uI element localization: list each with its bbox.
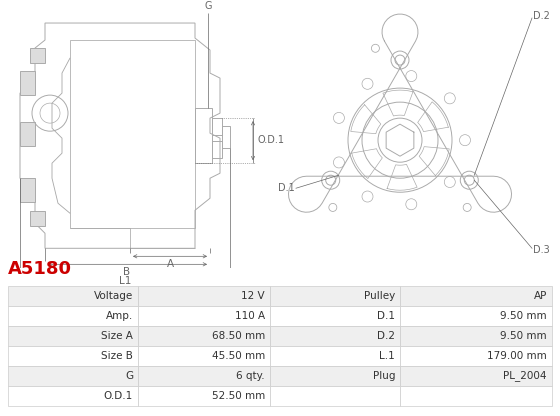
Text: D.1: D.1 (377, 311, 395, 321)
Bar (270, 366, 400, 386)
Bar (270, 386, 400, 406)
Bar (8, 366, 138, 386)
Text: Plug: Plug (372, 371, 395, 381)
Text: Voltage: Voltage (94, 291, 133, 301)
Bar (138, 326, 270, 346)
Bar (138, 386, 270, 406)
Text: 12 V: 12 V (241, 291, 265, 301)
Text: 9.50 mm: 9.50 mm (501, 331, 547, 341)
Text: L1: L1 (119, 276, 131, 286)
Bar (8, 286, 138, 306)
Bar (270, 286, 400, 306)
Bar (400, 286, 552, 306)
Text: 52.50 mm: 52.50 mm (212, 391, 265, 401)
Text: G: G (125, 371, 133, 381)
Text: PL_2004: PL_2004 (503, 371, 547, 381)
Bar (400, 386, 552, 406)
Text: D.2: D.2 (377, 331, 395, 341)
Text: D.2: D.2 (533, 11, 550, 21)
Bar (8, 386, 138, 406)
Bar (400, 366, 552, 386)
Bar (270, 306, 400, 326)
Bar (138, 306, 270, 326)
Text: AP: AP (534, 291, 547, 301)
Text: 110 A: 110 A (235, 311, 265, 321)
Text: D.1: D.1 (278, 183, 295, 193)
Bar (8, 346, 138, 366)
Text: 9.50 mm: 9.50 mm (501, 311, 547, 321)
Bar (270, 326, 400, 346)
Text: D.3: D.3 (533, 245, 550, 255)
Polygon shape (20, 71, 35, 95)
Text: Size A: Size A (101, 331, 133, 341)
Polygon shape (30, 211, 45, 226)
Text: Size B: Size B (101, 351, 133, 361)
Text: 45.50 mm: 45.50 mm (212, 351, 265, 361)
Bar (138, 286, 270, 306)
Bar (8, 326, 138, 346)
Bar (270, 346, 400, 366)
Bar (138, 366, 270, 386)
Polygon shape (20, 178, 35, 202)
Text: O.D.1: O.D.1 (104, 391, 133, 401)
Text: G: G (204, 1, 212, 11)
Text: Pulley: Pulley (364, 291, 395, 301)
Text: 68.50 mm: 68.50 mm (212, 331, 265, 341)
Text: A: A (166, 259, 174, 269)
Text: Amp.: Amp. (106, 311, 133, 321)
Bar (8, 306, 138, 326)
Text: L.1: L.1 (379, 351, 395, 361)
Bar (138, 346, 270, 366)
Text: B: B (123, 267, 130, 277)
Text: A5180: A5180 (8, 260, 72, 278)
Polygon shape (30, 48, 45, 63)
Bar (400, 326, 552, 346)
Text: 179.00 mm: 179.00 mm (487, 351, 547, 361)
Text: O.D.1: O.D.1 (258, 135, 285, 145)
Polygon shape (20, 122, 35, 146)
Text: 6 qty.: 6 qty. (236, 371, 265, 381)
Bar (400, 346, 552, 366)
Bar (400, 306, 552, 326)
